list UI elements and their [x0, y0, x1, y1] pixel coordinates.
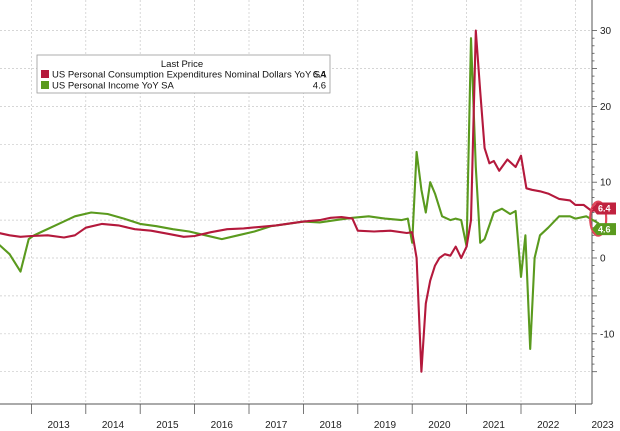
last-value-badge: [592, 202, 616, 215]
legend: Last Price US Personal Consumption Expen…: [36, 54, 331, 94]
legend-swatch-pce: [41, 70, 49, 78]
x-tick-label: 2021: [483, 420, 506, 431]
last-value-badge-text: 4.6: [598, 224, 611, 234]
y-tick-label: -10: [600, 329, 615, 340]
x-tick-label: 2023: [591, 420, 614, 431]
legend-swatch-income: [41, 81, 49, 89]
x-tick-label: 2022: [537, 420, 560, 431]
series-line-pce: [0, 29, 600, 373]
x-tick-label: 2016: [211, 420, 234, 431]
y-tick-label: 10: [600, 178, 612, 189]
x-tick-label: 2019: [374, 420, 397, 431]
legend-last-pce: 6.4: [313, 70, 326, 81]
x-tick-label: 2015: [156, 420, 179, 431]
x-tick-label: 2020: [428, 420, 451, 431]
x-tick-label: 2014: [102, 420, 125, 431]
legend-last-income: 4.6: [313, 81, 326, 92]
grid: [0, 0, 592, 404]
last-value-badge-text: 6.4: [598, 204, 611, 214]
last-value-badge: [592, 223, 616, 236]
legend-header: Last Price: [161, 59, 203, 70]
x-tick-label: 2017: [265, 420, 288, 431]
y-tick-label: 0: [600, 254, 606, 265]
last-point-highlight-circle: [589, 200, 608, 237]
x-tick-label: 2013: [47, 420, 70, 431]
y-tick-label: 30: [600, 26, 612, 37]
legend-box: [36, 54, 331, 94]
series-line-personal-income: [0, 37, 600, 351]
last-value-badges: 6.4 4.6: [592, 202, 616, 236]
y-tick-label: 20: [600, 102, 612, 113]
series-layer: [0, 29, 600, 373]
legend-label-pce: US Personal Consumption Expenditures Nom…: [52, 70, 327, 81]
x-tick-label: 2018: [319, 420, 342, 431]
highlight-layer: [589, 200, 608, 237]
legend-label-income: US Personal Income YoY SA: [52, 81, 174, 92]
